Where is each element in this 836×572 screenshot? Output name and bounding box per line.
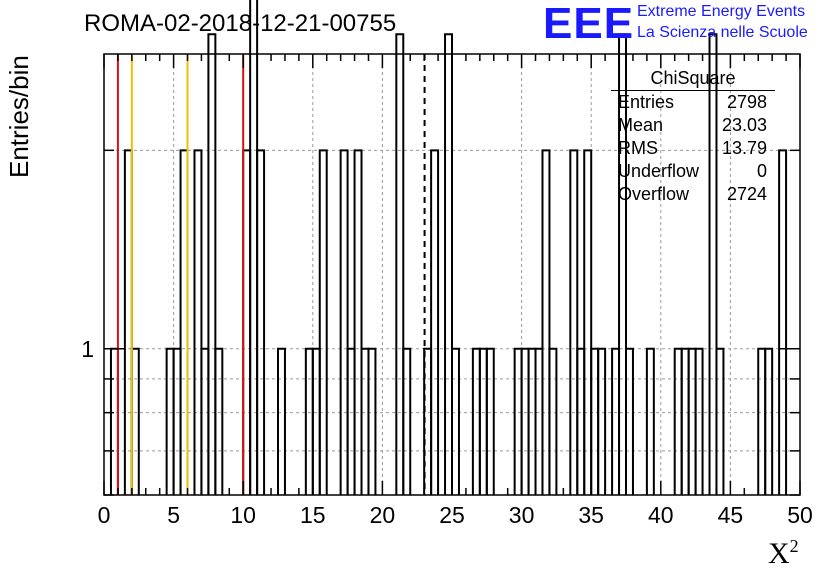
histogram-bin — [346, 347, 356, 495]
histogram-bin — [548, 347, 558, 495]
histogram-bin — [451, 347, 460, 495]
histogram-bin — [172, 347, 182, 495]
x-tick-label: 50 — [787, 502, 813, 528]
histogram-bin — [200, 347, 210, 495]
histogram-bin — [353, 149, 363, 495]
stats-value: 23.03 — [721, 115, 767, 135]
vertical-markers — [116, 54, 426, 495]
x-tick-label: 40 — [648, 502, 674, 528]
stats-value: 0 — [756, 161, 767, 181]
eee-logo: EEE — [543, 0, 635, 48]
histogram-bin — [576, 347, 586, 495]
x-tick-label: 35 — [578, 502, 604, 528]
histogram-bin — [471, 347, 481, 495]
axis-ticks — [103, 54, 801, 496]
stats-label: Overflow — [618, 184, 690, 204]
chart-title: ROMA-02-2018-12-21-00755 — [84, 10, 397, 37]
histogram-bin — [583, 149, 593, 495]
histogram-bin — [757, 347, 767, 495]
stats-label: Mean — [618, 115, 664, 135]
histogram-bin — [527, 347, 537, 495]
y-axis-label: Entries/bin — [4, 55, 34, 178]
histogram-bin — [109, 347, 119, 495]
histogram-bin — [360, 347, 370, 495]
histogram-bin — [569, 149, 579, 495]
histogram-bin — [367, 347, 377, 495]
stats-row-mean: Mean 23.03 — [611, 114, 775, 137]
histogram-bin — [304, 347, 314, 495]
histogram-bin — [402, 347, 412, 495]
stats-label: Entries — [618, 92, 675, 112]
histogram-bin — [207, 33, 217, 495]
x-tick-label: 20 — [370, 502, 396, 528]
stats-label: Underflow — [618, 161, 700, 181]
histogram-bin — [214, 347, 224, 495]
stats-value: 13.79 — [721, 138, 767, 158]
y-tick-label: 1 — [81, 336, 94, 362]
stats-row-overflow: Overflow 2724 — [611, 183, 775, 206]
histogram-bin — [395, 33, 405, 495]
histogram-bin — [130, 347, 140, 495]
histogram-bin — [687, 347, 697, 495]
x-tick-label: 10 — [230, 502, 256, 528]
histogram-bin — [625, 347, 634, 495]
stats-row-underflow: Underflow 0 — [611, 160, 775, 183]
histogram-bin — [597, 347, 607, 495]
histogram-bin — [541, 149, 551, 495]
histogram-bin — [242, 149, 252, 495]
histogram-bin — [590, 347, 600, 495]
histogram-bin — [339, 149, 349, 495]
x-axis-label-base: X — [768, 537, 790, 570]
histogram-bin — [277, 347, 286, 495]
x-tick-label: 30 — [509, 502, 535, 528]
logo-tagline-2: La Scienza nelle Scuole — [637, 24, 808, 41]
histogram-bins — [109, 0, 788, 495]
histogram-bin — [513, 347, 523, 495]
stats-title: ChiSquare — [611, 67, 775, 91]
histogram-bin — [256, 149, 266, 495]
histogram-bin — [764, 347, 774, 495]
logo-tagline-1: Extreme Energy Events — [637, 3, 806, 20]
histogram-bin — [165, 347, 175, 495]
stats-box: ChiSquare Entries 2798 Mean 23.03 RMS 13… — [611, 67, 775, 206]
x-tick-label: 25 — [439, 502, 465, 528]
x-tick-label: 0 — [98, 502, 111, 528]
histogram-bin — [645, 347, 655, 495]
x-tick-label: 15 — [300, 502, 326, 528]
stats-row-rms: RMS 13.79 — [611, 137, 775, 160]
x-axis-label-superscript: 2 — [789, 536, 799, 556]
x-tick-label: 5 — [167, 502, 180, 528]
histogram-bin — [708, 33, 718, 495]
histogram-bin — [193, 149, 203, 495]
histogram-bin — [673, 347, 683, 495]
histogram-bin — [520, 347, 530, 495]
histogram-bin — [694, 347, 704, 495]
histogram-bin — [778, 149, 788, 495]
histogram-bin — [249, 0, 259, 495]
histogram-bin — [485, 347, 495, 495]
histogram-bin — [123, 149, 133, 495]
histogram-bin — [534, 347, 544, 495]
histogram-bin — [179, 149, 189, 495]
histogram-bin — [478, 347, 488, 495]
stats-value: 2798 — [726, 92, 767, 112]
x-tick-label: 45 — [718, 502, 744, 528]
histogram-bin — [430, 149, 440, 495]
histogram-bin — [318, 149, 328, 495]
stats-value: 2724 — [726, 184, 767, 204]
histogram-bin — [611, 347, 621, 495]
histogram-bin — [715, 347, 725, 495]
histogram-bin — [444, 33, 453, 495]
histogram-bin — [311, 347, 321, 495]
x-axis-label: X2 — [768, 536, 799, 571]
stats-row-entries: Entries 2798 — [611, 91, 775, 114]
histogram-bin — [680, 347, 690, 495]
histogram-bin — [618, 33, 627, 495]
stats-label: RMS — [618, 138, 658, 158]
tick-labels: 0 5 10 15 20 25 30 35 40 45 50 1 — [81, 336, 813, 528]
